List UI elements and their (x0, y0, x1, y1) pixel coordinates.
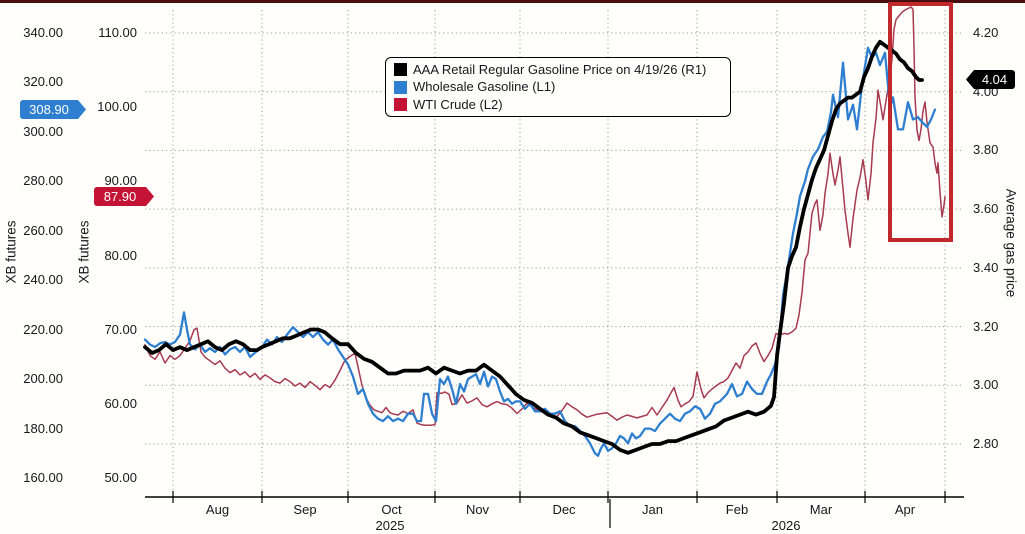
retail-last-value-badge: 4.04 (966, 70, 1015, 89)
wti-last-value-badge: 87.90 (94, 187, 154, 206)
left-axis1-title: XB futures (3, 220, 19, 284)
legend-item-wti[interactable]: WTI Crude (L2) (394, 97, 722, 113)
legend-box: AAA Retail Regular Gasoline Price on 4/1… (385, 57, 731, 117)
legend-item-label: Wholesale Gasoline (L1) (413, 79, 556, 94)
legend-item-retail[interactable]: AAA Retail Regular Gasoline Price on 4/1… (394, 62, 722, 78)
left-axis2-title: XB futures (76, 220, 92, 284)
series-line-r1 (143, 39, 924, 455)
wholesale-last-value-badge: 308.90 (20, 100, 86, 119)
highlight-annotation-box (888, 2, 953, 242)
series-line-l2 (144, 6, 946, 427)
title-bar-remnant (0, 0, 1025, 3)
right-axis-title: Average gas price (1003, 188, 1019, 298)
wholesale-series-swatch-icon (394, 80, 407, 94)
wti-series-swatch-icon (394, 98, 407, 111)
legend-item-wholesale[interactable]: Wholesale Gasoline (L1) (394, 79, 722, 95)
retail-series-swatch-icon (394, 63, 407, 76)
legend-item-label: WTI Crude (L2) (413, 96, 503, 112)
legend-item-label: AAA Retail Regular Gasoline Price on 4/1… (413, 61, 707, 77)
